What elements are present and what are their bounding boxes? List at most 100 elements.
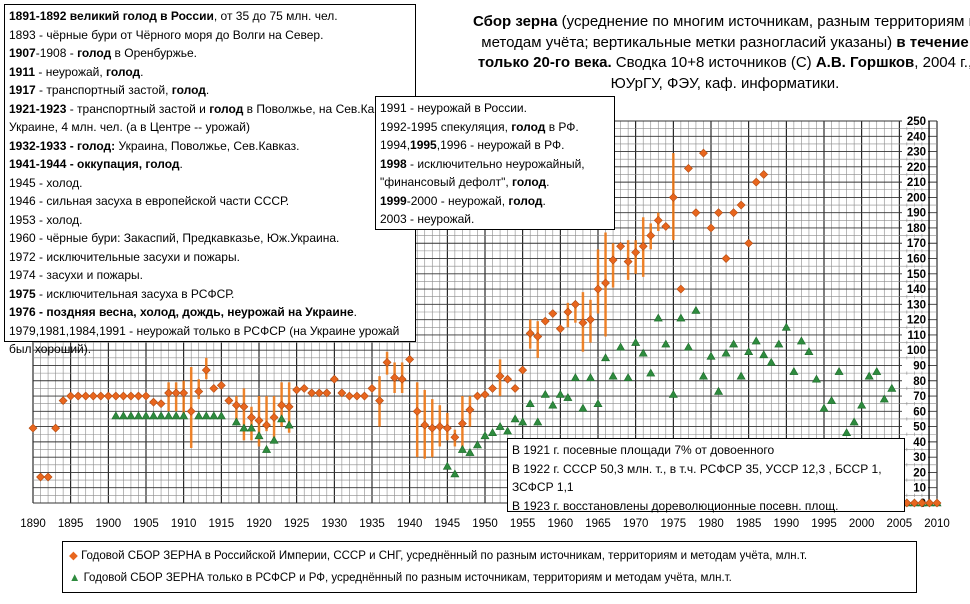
event-text: 1921-1923 <box>9 101 67 116</box>
y-tick-label-bg <box>902 328 928 341</box>
legend-item-ussr: ◆ Годовой СБОР ЗЕРНА в Российской Импери… <box>69 545 910 567</box>
event-line: 1921-1923 - транспортный застой и голод … <box>9 100 411 137</box>
data-point-ussr <box>96 391 106 401</box>
data-point-rsfsr <box>262 444 272 453</box>
data-point-ussr <box>473 391 482 401</box>
data-point-ussr <box>171 388 181 398</box>
event-text: голод <box>511 119 546 134</box>
data-point-ussr <box>194 387 204 396</box>
data-point-ussr <box>608 255 618 265</box>
data-point-ussr <box>586 315 595 325</box>
data-point-rsfsr <box>231 417 241 426</box>
data-point-rsfsr <box>209 411 219 420</box>
data-point-rsfsr <box>638 348 648 357</box>
data-point-ussr <box>909 498 919 508</box>
x-tick-label: 1970 <box>623 518 649 530</box>
data-point-rsfsr <box>616 342 626 351</box>
data-point-rsfsr <box>849 417 859 426</box>
data-point-rsfsr <box>254 431 264 440</box>
data-point-ussr <box>375 396 384 406</box>
y-tick-label-bg <box>902 130 928 143</box>
data-point-ussr <box>51 423 61 433</box>
y-tick-label-bg <box>902 405 928 418</box>
title-text-1: (усреднение по многим источникам, разным… <box>481 13 970 51</box>
data-point-rsfsr <box>450 469 460 478</box>
event-text: -1908 - <box>35 46 78 60</box>
data-point-rsfsr <box>495 421 505 430</box>
event-text: . <box>205 83 210 97</box>
data-point-ussr <box>149 397 158 407</box>
data-point-ussr <box>390 373 400 383</box>
y-tick-label-bg <box>902 344 928 357</box>
data-point-ussr <box>676 284 686 294</box>
data-point-ussr <box>729 208 739 218</box>
y-tick-label-bg <box>902 466 928 479</box>
event-text: 2003 - неурожай. <box>380 212 475 226</box>
data-point-rsfsr <box>239 423 249 432</box>
data-point-rsfsr <box>480 431 490 440</box>
data-point-rsfsr <box>691 305 701 314</box>
event-line: 1911 - неурожай, голод. <box>9 63 411 82</box>
data-point-rsfsr <box>827 396 837 404</box>
y-tick-label-bg <box>902 160 928 173</box>
x-tick-label: 1950 <box>472 518 498 530</box>
x-tick-label: 1975 <box>661 518 687 530</box>
data-point-ussr <box>412 406 422 416</box>
event-line: 1999-2000 - неурожай, голод. <box>380 192 610 211</box>
data-point-ussr <box>156 399 166 409</box>
data-point-ussr <box>638 241 648 251</box>
data-point-rsfsr <box>864 371 874 380</box>
x-tick-label: 1965 <box>585 518 611 530</box>
data-point-ussr <box>314 388 324 398</box>
data-point-rsfsr <box>457 444 467 453</box>
data-point-ussr <box>668 192 678 202</box>
data-point-ussr <box>570 299 580 309</box>
y-tick-label: 180 <box>907 223 926 235</box>
event-text: 1994, <box>380 138 411 152</box>
event-text: , от 35 до 75 млн. чел. <box>213 9 338 23</box>
data-point-rsfsr <box>774 339 784 348</box>
legend-label: Годовой СБОР ЗЕРНА только в РСФСР и РФ, … <box>83 572 732 584</box>
data-point-ussr <box>555 324 565 334</box>
data-point-rsfsr <box>540 389 550 398</box>
data-point-rsfsr <box>819 403 829 412</box>
y-tick-label-bg <box>902 115 928 127</box>
data-point-rsfsr <box>631 337 641 346</box>
data-point-ussr <box>480 390 490 399</box>
data-point-rsfsr <box>465 447 475 456</box>
data-point-rsfsr <box>601 353 611 362</box>
event-text: 1893 - чёрные бури от Чёрного моря до Во… <box>9 27 324 42</box>
y-tick-label: 200 <box>907 192 926 204</box>
title-text-3: , 2004 г., ЮУрГУ, ФЭУ, каф. информатики. <box>610 54 970 92</box>
data-point-rsfsr <box>194 411 204 420</box>
data-point-ussr <box>465 405 475 415</box>
y-tick-label: 30 <box>913 452 926 464</box>
event-line: 1953 - холод. <box>9 211 411 230</box>
data-point-ussr <box>917 498 927 508</box>
data-point-ussr <box>201 365 211 375</box>
event-text: 1911 <box>9 64 36 79</box>
data-point-ussr <box>744 238 754 248</box>
data-point-rsfsr <box>721 348 731 357</box>
data-point-ussr <box>495 371 505 381</box>
events-box-famines: 1891-1892 великий голод в России, от 35 … <box>4 4 416 356</box>
data-point-rsfsr <box>585 373 595 382</box>
x-tick-label: 1990 <box>774 518 800 530</box>
data-point-ussr <box>73 391 83 401</box>
data-point-ussr <box>322 388 332 398</box>
event-text: 1945 - холод. <box>9 175 83 190</box>
title-bold-1: Сбор зерна <box>472 13 558 30</box>
data-point-ussr <box>103 391 113 401</box>
event-text: 1953 - холод. <box>9 212 83 227</box>
event-line: 1974 - засухи и пожары. <box>9 266 411 285</box>
data-point-ussr <box>721 254 731 263</box>
event-text: голод <box>512 175 547 189</box>
x-tick-label: 1905 <box>133 518 159 530</box>
data-point-rsfsr <box>744 347 754 356</box>
data-point-rsfsr <box>676 313 686 322</box>
data-point-ussr <box>284 402 294 412</box>
data-point-ussr <box>141 391 151 401</box>
y-tick-label-bg <box>902 191 928 204</box>
data-point-rsfsr <box>149 411 159 420</box>
y-tick-label-bg <box>902 420 928 433</box>
